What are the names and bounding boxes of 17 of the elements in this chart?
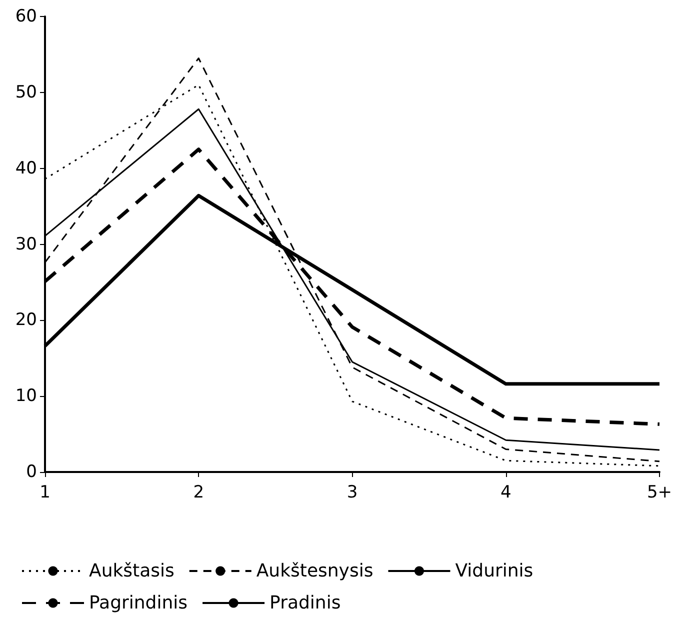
legend-label: Pagrindinis — [89, 592, 188, 614]
legend-label: Pradinis — [270, 592, 341, 614]
y-tick-label: 30 — [15, 234, 37, 254]
legend-label: Aukštesnysis — [256, 560, 374, 582]
y-tick-label: 20 — [15, 310, 37, 330]
legend-label: Vidurinis — [455, 560, 534, 582]
y-tick-label: 50 — [15, 82, 37, 102]
legend-label: Aukštasis — [89, 560, 174, 582]
y-tick-label: 40 — [15, 158, 37, 178]
y-tick-label: 0 — [26, 462, 37, 482]
y-tick-label: 60 — [15, 6, 37, 26]
x-tick-label: 5+ — [646, 482, 672, 502]
x-tick-label: 1 — [40, 482, 50, 502]
x-tick-label: 3 — [346, 482, 358, 502]
x-tick-label: 4 — [500, 482, 512, 502]
y-tick-label: 10 — [15, 386, 37, 406]
x-tick-label: 2 — [193, 482, 204, 502]
